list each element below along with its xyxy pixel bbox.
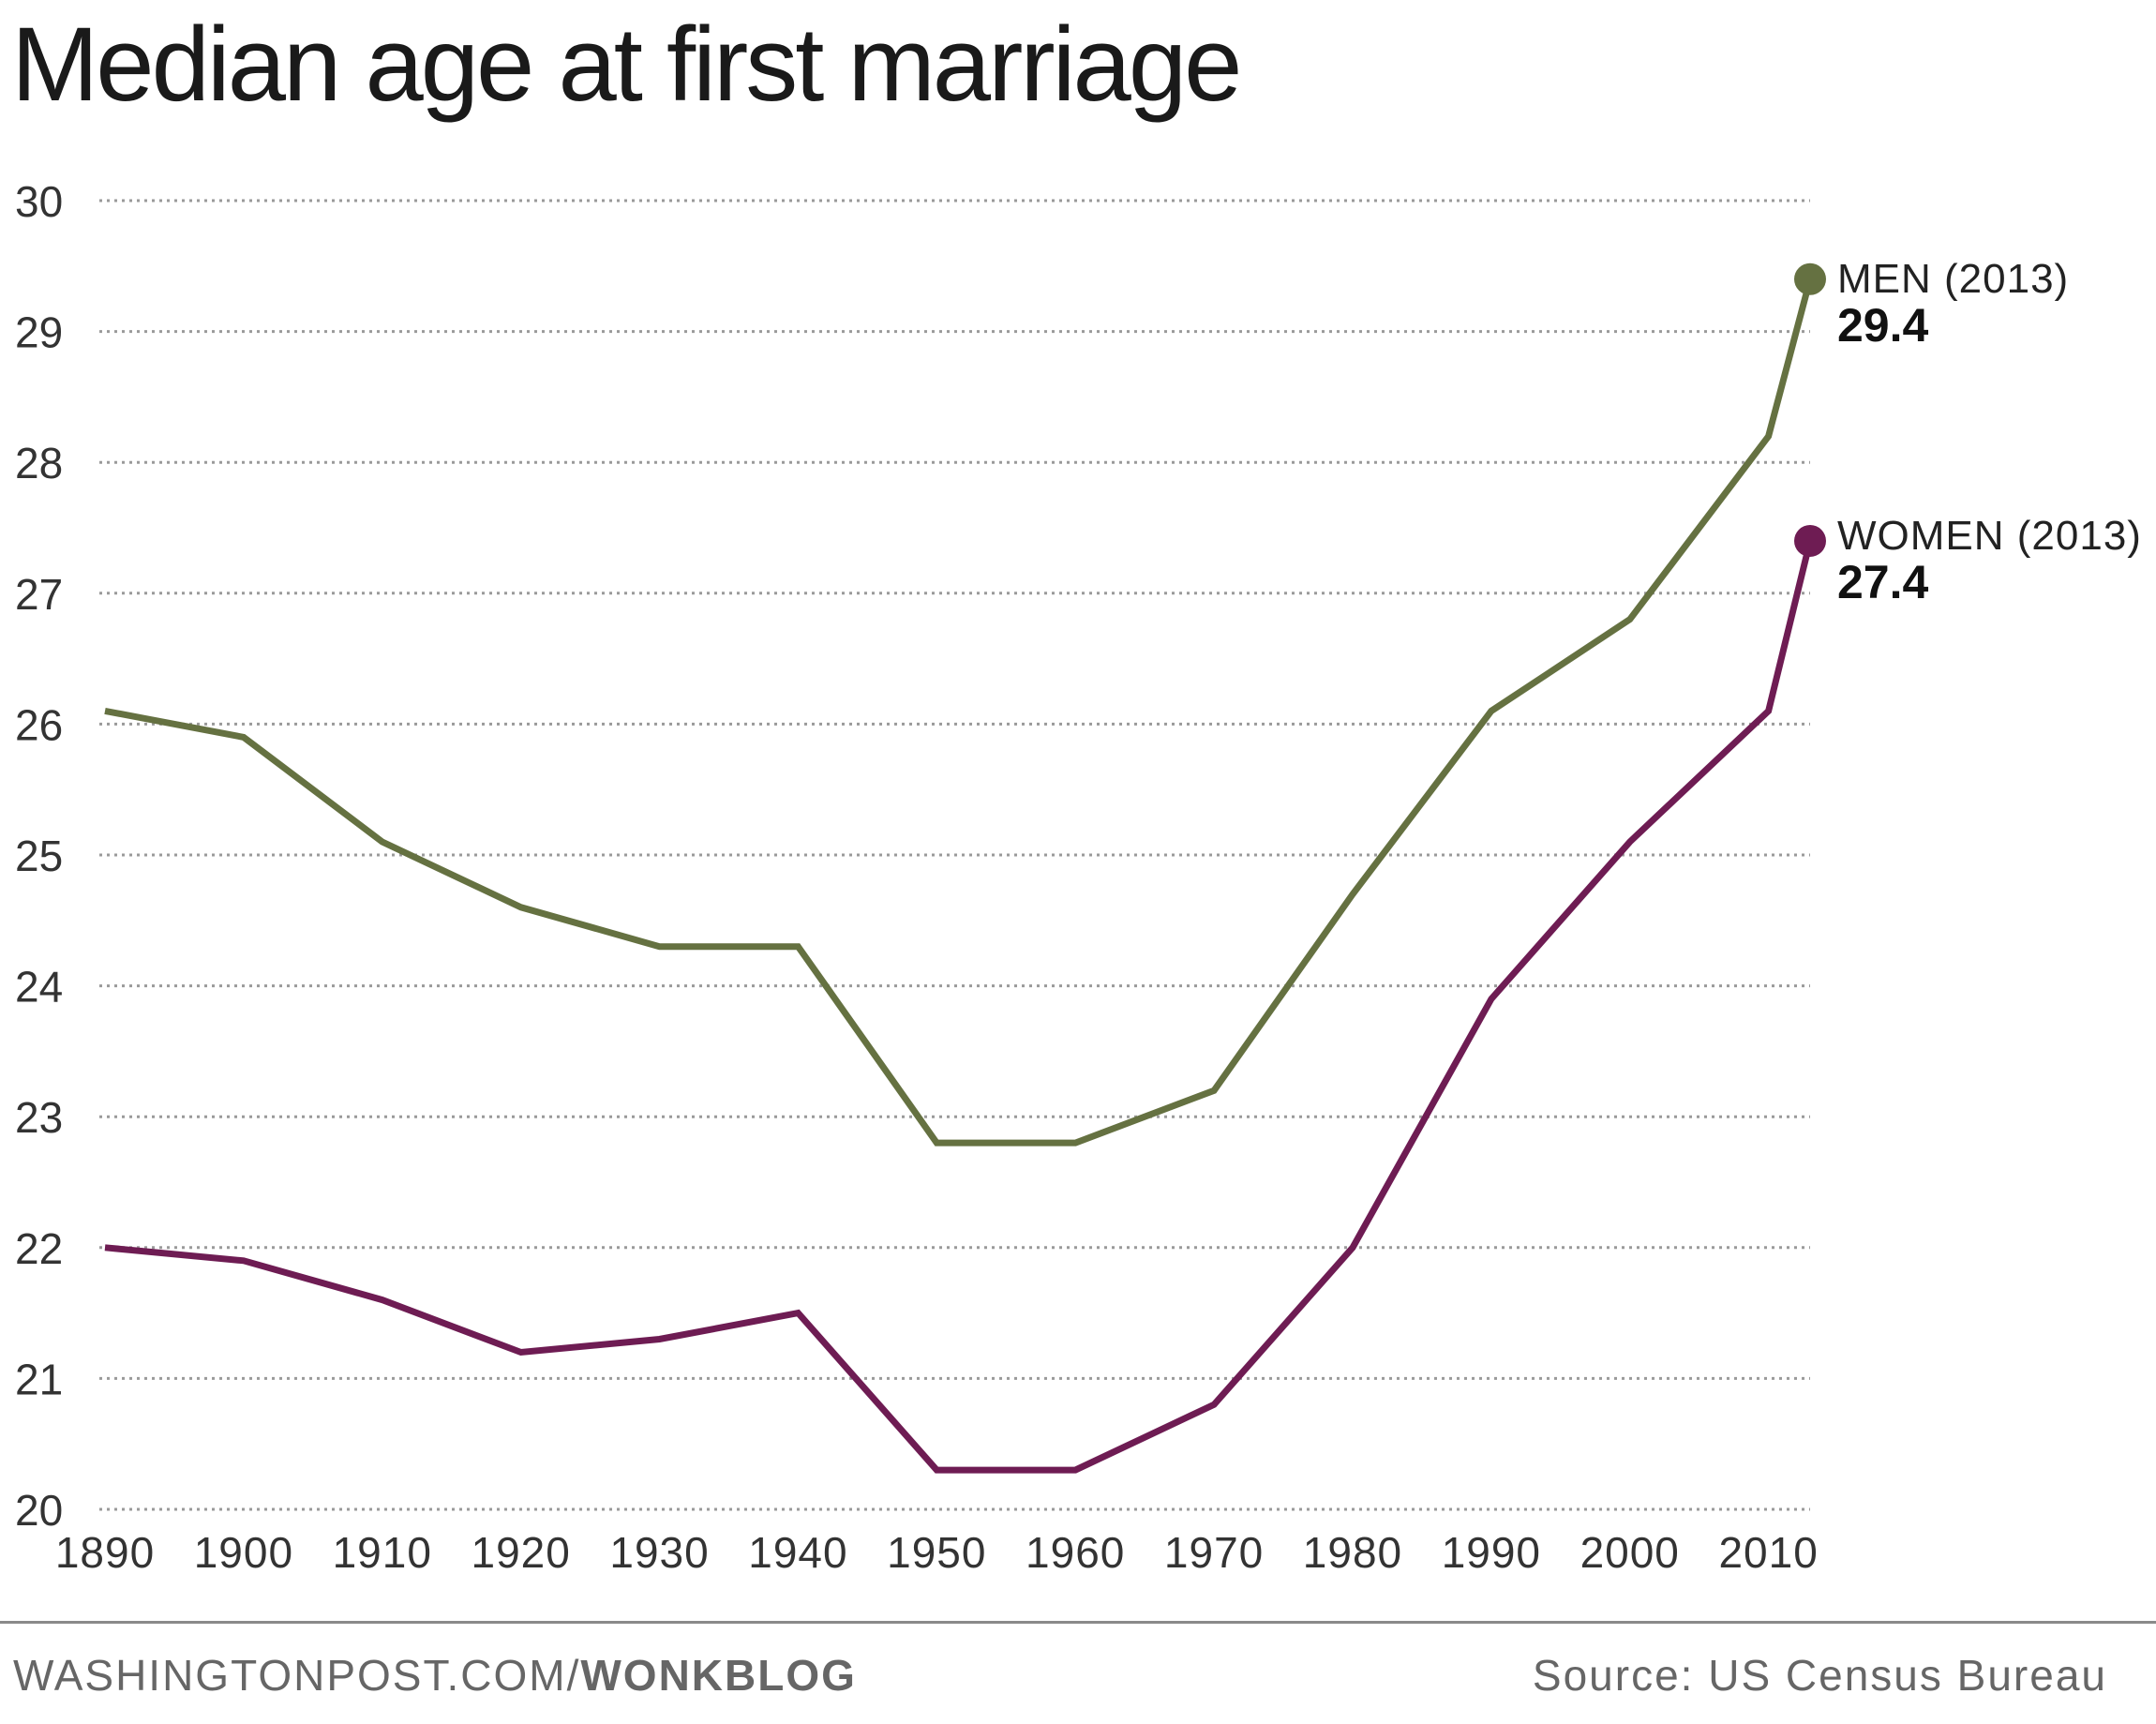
footer-credit[interactable]: WASHINGTONPOST.COM/WONKBLOG <box>13 1650 857 1701</box>
end-markers: MEN (2013)29.4 WOMEN (2013)27.4 <box>1794 256 2142 608</box>
x-tick-label: 1960 <box>1026 1528 1125 1577</box>
series-label-women: WOMEN (2013) <box>1837 513 2142 559</box>
x-axis-labels: 1890 1900 1910 1920 1930 1940 1950 1960 1970 1980… <box>55 1528 1818 1577</box>
x-tick-label: 1940 <box>748 1528 847 1577</box>
series-lines <box>104 277 1814 1474</box>
x-tick-label: 1910 <box>333 1528 432 1577</box>
y-tick-label: 23 <box>15 1093 63 1142</box>
y-tick-label: 22 <box>15 1224 63 1273</box>
y-tick-label: 24 <box>15 963 63 1012</box>
x-tick-label: 1930 <box>609 1528 709 1577</box>
x-tick-label: 1920 <box>471 1528 570 1577</box>
y-tick-label: 27 <box>15 570 63 619</box>
footer-blog: WONKBLOG <box>580 1651 857 1700</box>
x-tick-label: 1950 <box>887 1528 986 1577</box>
x-tick-label: 1980 <box>1303 1528 1402 1577</box>
footer-divider <box>0 1621 2156 1624</box>
series-value-women: 27.4 <box>1837 556 1929 608</box>
x-tick-label: 1900 <box>194 1528 293 1577</box>
series-line-women <box>104 540 1814 1474</box>
x-tick-label: 1890 <box>55 1528 155 1577</box>
y-tick-label: 20 <box>15 1486 63 1535</box>
series-line-men <box>104 277 1814 1147</box>
x-tick-label: 1990 <box>1442 1528 1541 1577</box>
x-tick-label: 2000 <box>1580 1528 1680 1577</box>
y-tick-label: 29 <box>15 308 63 357</box>
y-tick-label: 28 <box>15 439 63 487</box>
x-tick-label: 2010 <box>1718 1528 1818 1577</box>
series-value-men: 29.4 <box>1837 299 1929 352</box>
y-tick-label: 25 <box>15 832 63 880</box>
end-marker-women <box>1794 524 1826 557</box>
gridlines <box>99 199 1810 1511</box>
y-axis-labels: 20 21 22 23 24 25 26 27 28 29 30 <box>15 177 63 1535</box>
y-tick-label: 26 <box>15 700 63 749</box>
series-label-men: MEN (2013) <box>1837 256 2069 302</box>
chart-title: Median age at first marriage <box>11 6 1242 123</box>
footer-source: Source: US Census Bureau <box>1532 1651 2107 1700</box>
footer-site: WASHINGTONPOST.COM/ <box>13 1651 581 1700</box>
y-tick-label: 21 <box>15 1355 63 1403</box>
y-tick-label: 30 <box>15 177 63 226</box>
x-tick-label: 1970 <box>1164 1528 1264 1577</box>
end-marker-men <box>1794 262 1826 295</box>
